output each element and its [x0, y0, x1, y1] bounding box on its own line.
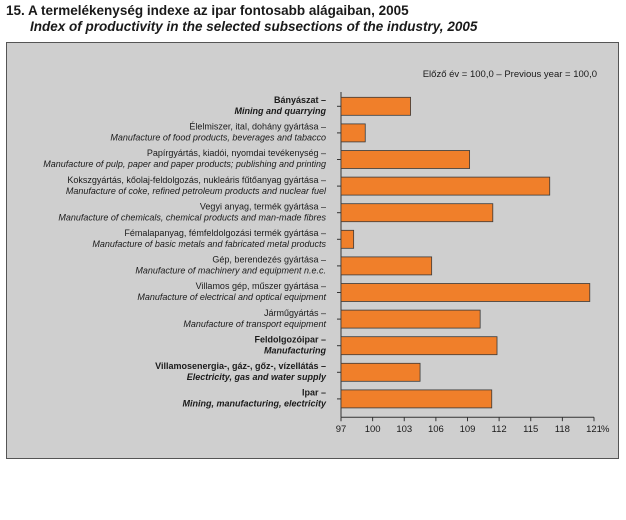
chart-title: 15. A termelékenység indexe az ipar font… — [6, 3, 409, 18]
x-tick-label: 97 — [336, 424, 347, 435]
bar — [340, 203, 494, 223]
x-tick-label: 112 — [492, 424, 507, 435]
x-tick-label: 100 — [365, 424, 381, 435]
category-label-en: Manufacture of chemicals, chemical produ… — [58, 212, 326, 222]
bar — [340, 362, 421, 382]
category-label-en: Manufacture of machinery and equipment n… — [135, 266, 326, 276]
category-label-en: Manufacture of transport equipment — [183, 319, 326, 329]
category-label-hu: Élelmiszer, ital, dohány gyártása – — [189, 122, 326, 132]
x-tick-label: 121 — [586, 424, 602, 435]
bar — [340, 150, 471, 169]
bar — [340, 229, 355, 249]
category-label-en: Manufacture of food products, beverages … — [110, 133, 326, 143]
category-label-en: Manufacture of basic metals and fabricat… — [92, 239, 326, 249]
category-label-hu: Ipar – — [302, 388, 326, 398]
bar — [340, 283, 591, 302]
bar — [340, 123, 366, 143]
category-label-hu: Vegyi anyag, termék gyártása – — [200, 201, 326, 211]
bar — [340, 256, 433, 276]
x-tick-label: 106 — [428, 424, 444, 435]
category-label-hu: Kokszgyártás, kőolaj-feldolgozás, nukleá… — [67, 175, 326, 185]
category-label-hu: Feldolgozóipar – — [254, 334, 326, 344]
bar — [340, 176, 551, 196]
bar — [340, 336, 498, 356]
x-tick-label: 109 — [460, 424, 476, 435]
category-label-en: Manufacturing — [264, 345, 327, 355]
chart-panel — [6, 42, 619, 459]
bar — [340, 389, 493, 409]
category-label-hu: Villamosenergia-, gáz-, gőz-, vízellátás… — [155, 361, 326, 371]
bar — [340, 96, 411, 116]
category-label-en: Manufacture of electrical and optical eq… — [137, 292, 326, 302]
x-tick-label: 115 — [523, 424, 538, 435]
category-label-en: Mining, manufacturing, electricity — [182, 399, 327, 409]
category-label-hu: Papírgyártás, kiadói, nyomdai tevékenysé… — [147, 148, 326, 158]
category-label-en: Electricity, gas and water supply — [187, 372, 327, 382]
category-label-hu: Fémalapanyag, fémfeldolgozási termék gyá… — [124, 228, 326, 238]
category-label-en: Manufacture of pulp, paper and paper pro… — [43, 159, 326, 169]
category-label-hu: Járműgyártás – — [264, 308, 326, 318]
category-label-hu: Gép, berendezés gyártása – — [212, 255, 326, 265]
category-label-en: Manufacture of coke, refined petroleum p… — [66, 186, 327, 196]
x-tick-label: 118 — [555, 424, 570, 435]
chart-subtitle: Index of productivity in the selected su… — [30, 19, 478, 34]
x-tick-label: 103 — [396, 424, 412, 435]
scale-note: Előző év = 100,0 – Previous year = 100,0 — [423, 69, 597, 80]
bar — [340, 309, 481, 329]
category-label-en: Mining and quarrying — [235, 106, 327, 116]
x-unit-label: % — [601, 424, 610, 435]
category-label-hu: Villamos gép, műszer gyártása – — [196, 281, 326, 291]
category-label-hu: Bányászat – — [274, 95, 326, 105]
